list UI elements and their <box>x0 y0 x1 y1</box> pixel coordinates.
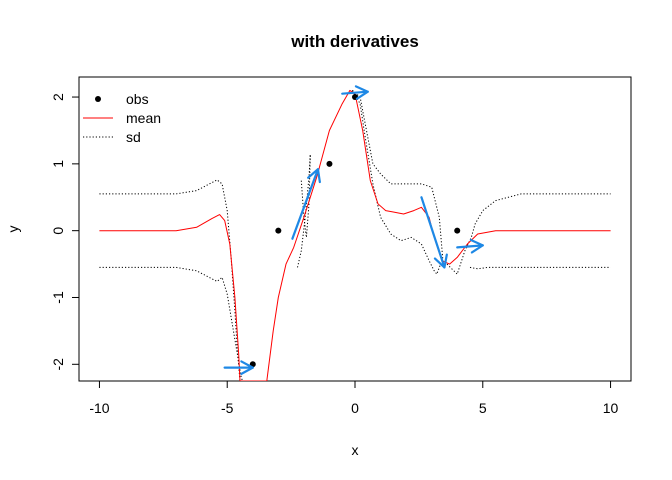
plot-area <box>99 85 611 381</box>
x-axis-label: x <box>352 442 359 458</box>
legend: obs mean sd <box>83 91 161 145</box>
observation-point <box>275 227 282 234</box>
y-tick-label: 1 <box>50 160 66 168</box>
legend-obs-label: obs <box>126 91 149 107</box>
derivative-arrow <box>456 238 484 254</box>
sd-lines <box>99 90 611 381</box>
legend-obs-symbol <box>95 96 101 102</box>
legend-sd-label: sd <box>126 129 141 145</box>
derivative-arrow <box>420 196 448 269</box>
derivative-arrow-shaft <box>341 90 369 95</box>
x-axis: -10 -5 0 5 10 <box>89 380 619 416</box>
sd-line-segment <box>351 90 442 276</box>
y-tick-label: 2 <box>50 93 66 101</box>
mean-line <box>99 89 611 381</box>
derivative-arrow-head <box>469 238 484 254</box>
y-tick-label: -2 <box>50 358 66 371</box>
observation-points <box>249 94 461 368</box>
y-tick-label: -1 <box>50 291 66 304</box>
y-tick-label: 0 <box>50 227 66 235</box>
sd-line-segment <box>352 90 444 265</box>
sd-line-segment <box>469 266 611 270</box>
legend-mean-label: mean <box>126 110 161 126</box>
derivative-arrow-head <box>240 360 254 375</box>
x-tick-label: -10 <box>89 400 109 416</box>
derivative-arrow <box>291 168 321 240</box>
derivative-arrows <box>223 85 484 375</box>
x-tick-label: -5 <box>221 400 234 416</box>
derivative-arrow <box>341 85 369 100</box>
y-axis-label: y <box>5 226 21 233</box>
derivative-arrow-shaft <box>456 244 484 249</box>
derivative-arrow-head <box>354 85 369 100</box>
x-tick-label: 5 <box>479 400 487 416</box>
derivative-arrow-head <box>433 253 448 269</box>
x-tick-label: 10 <box>603 400 619 416</box>
sd-line-segment <box>99 179 241 381</box>
chart-title: with derivatives <box>290 32 419 51</box>
derivative-arrow <box>223 360 254 375</box>
plot-frame <box>78 76 632 382</box>
y-axis: -2 -1 0 1 2 <box>50 93 80 371</box>
sd-line-segment <box>99 266 244 381</box>
derivative-arrow-shaft <box>291 168 320 240</box>
observation-point <box>326 160 333 167</box>
observation-point <box>454 227 461 234</box>
sd-line-segment <box>446 193 611 276</box>
derivative-arrow-shaft <box>420 196 446 269</box>
derivative-arrow-head <box>307 168 321 184</box>
x-tick-label: 0 <box>351 400 359 416</box>
mean-line-path <box>99 89 611 381</box>
